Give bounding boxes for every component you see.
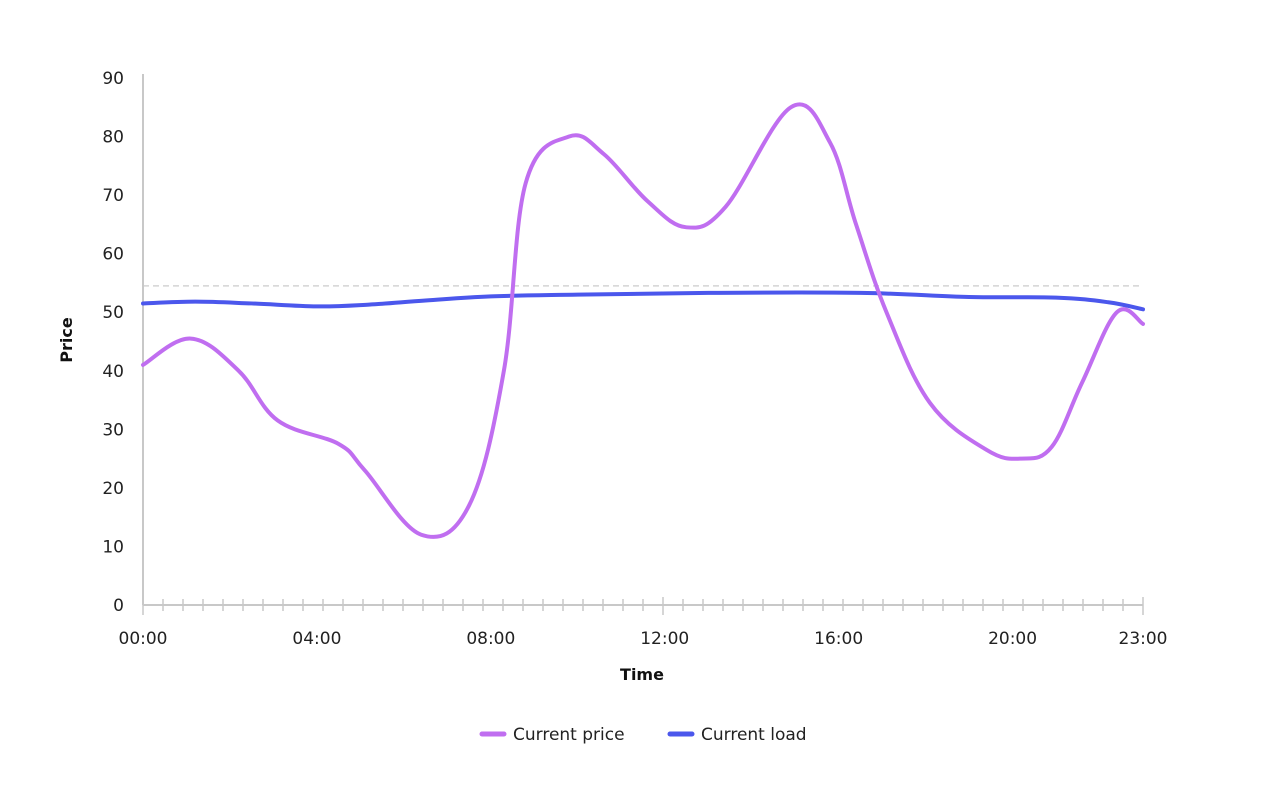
legend: Current price Current load <box>479 725 807 745</box>
x-tick-label: 08:00 <box>466 629 515 649</box>
legend-label: Current load <box>701 725 807 745</box>
legend-label: Current price <box>513 725 625 745</box>
series-line-current-load <box>141 290 1145 312</box>
legend-item-current-load[interactable]: Current load <box>667 725 807 745</box>
y-tick-label: 30 <box>102 420 124 440</box>
legend-item-current-price[interactable]: Current price <box>479 725 625 745</box>
x-tick-label: 12:00 <box>640 629 689 649</box>
y-axis-title: Price <box>57 317 76 363</box>
series-line-current-price <box>141 102 1145 539</box>
y-tick-label: 60 <box>102 245 124 265</box>
tick-label-layer: 0 10 20 30 40 50 60 70 80 90 00:00 04:00 08:00 12:00 1… <box>102 69 1167 649</box>
x-axis-title: Time <box>620 665 664 684</box>
x-tick-label: 20:00 <box>988 629 1037 649</box>
y-tick-label: 20 <box>102 479 124 499</box>
y-tick-label: 50 <box>102 303 124 323</box>
y-tick-label: 80 <box>102 128 124 148</box>
axis-layer <box>142 74 1144 615</box>
y-tick-label: 10 <box>102 537 124 557</box>
x-tick-label: 04:00 <box>292 629 341 649</box>
series-layer <box>141 102 1145 539</box>
y-tick-label: 70 <box>102 186 124 206</box>
x-tick-label: 23:00 <box>1119 629 1168 649</box>
y-tick-label: 40 <box>102 362 124 382</box>
x-tick-label: 16:00 <box>814 629 863 649</box>
x-tick-label: 00:00 <box>119 629 168 649</box>
y-tick-label: 0 <box>113 596 124 616</box>
y-tick-label: 90 <box>102 69 124 89</box>
